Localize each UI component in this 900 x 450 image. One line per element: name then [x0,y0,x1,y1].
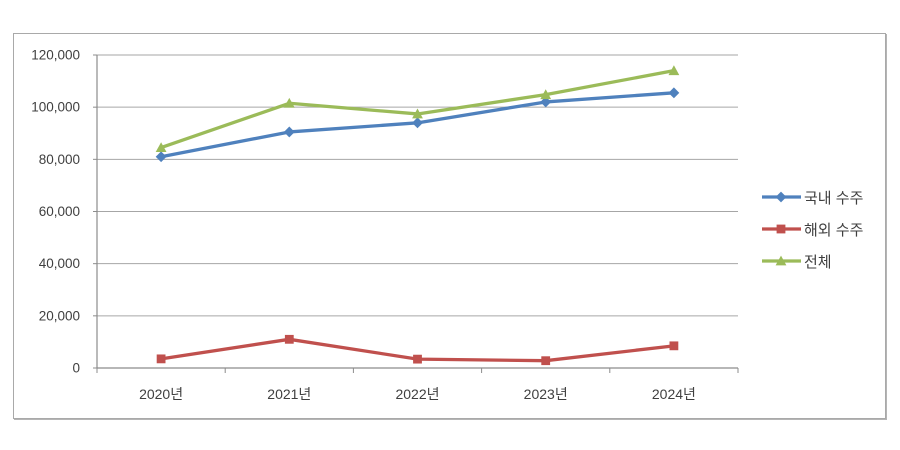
x-axis-tick-label: 2024년 [652,386,696,402]
data-point-diamond [283,126,295,138]
data-point-triangle [412,108,423,119]
x-axis-tick-label: 2020년 [139,386,183,402]
data-point-diamond [155,151,167,163]
legend-square-marker-icon [762,224,801,234]
data-point-diamond [540,96,552,108]
y-axis-tick-label: 120,000 [31,48,80,63]
data-point-triangle [540,89,552,100]
legend-marker-diamond [775,191,787,203]
y-axis-tick-label: 40,000 [39,256,80,271]
data-point-diamond [668,87,680,99]
legend-label: 국내 수주 [804,189,864,207]
legend-item-total: 전체 [761,245,863,277]
y-axis-tick-label: 60,000 [39,204,80,219]
legend-triangle-marker-icon [762,255,801,266]
legend-label: 해외 수주 [804,221,864,239]
legend-marker-triangle [775,255,787,266]
data-point-triangle [283,97,295,108]
data-point-diamond [412,117,423,129]
data-point-triangle [668,65,680,76]
data-point-square [284,334,294,344]
legend-item-domestic-orders: 국내 수주 [761,181,863,213]
legend-item-overseas-orders: 해외 수주 [761,213,863,245]
legend-label: 전체 [804,253,832,271]
data-point-square [413,354,422,364]
data-point-square [156,354,166,364]
y-axis-tick-label: 0 [72,361,80,376]
y-axis-tick-label: 80,000 [39,152,80,167]
legend-marker-square [776,224,786,234]
y-axis-tick-label: 100,000 [31,100,80,115]
legend: 국내 수주 해외 수주 전체 [761,181,863,277]
x-axis-tick-label: 2023년 [524,386,568,402]
data-point-triangle [155,142,167,153]
x-axis-tick-label: 2022년 [395,386,439,402]
x-axis-tick-label: 2021년 [267,386,311,402]
y-axis-tick-label: 20,000 [39,308,80,323]
legend-diamond-marker-icon [762,191,801,203]
data-point-square [541,356,551,366]
data-point-square [669,341,679,351]
